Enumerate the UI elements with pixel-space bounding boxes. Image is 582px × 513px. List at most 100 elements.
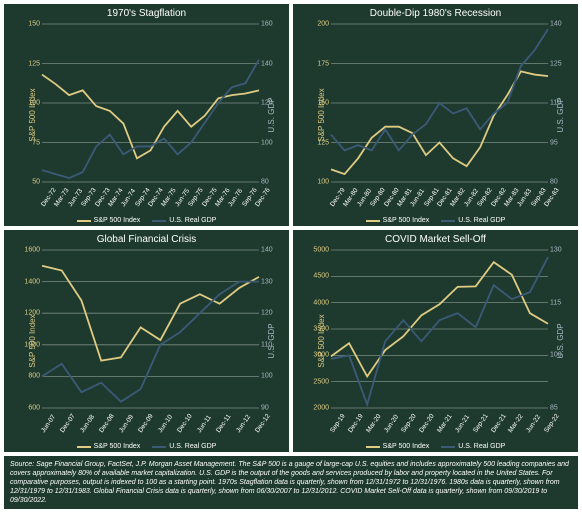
legend-item: U.S. Real GDP bbox=[441, 217, 505, 224]
y-axis-left-label: S&P 500 Index bbox=[317, 88, 326, 141]
ytick-left: 3500 bbox=[301, 326, 329, 333]
ytick-left: 5000 bbox=[301, 247, 329, 254]
series-gdp bbox=[42, 60, 259, 179]
series-gdp bbox=[42, 282, 259, 402]
legend-item: S&P 500 Index bbox=[77, 217, 141, 224]
ytick-left: 125 bbox=[301, 139, 329, 146]
legend-item: U.S. Real GDP bbox=[441, 443, 505, 450]
xtick: Dec-07 bbox=[59, 413, 77, 434]
ytick-left: 200 bbox=[301, 21, 329, 28]
legend-label: S&P 500 Index bbox=[383, 217, 430, 224]
charts-grid: 1970's StagflationS&P 500 IndexU.S. GDP5… bbox=[0, 0, 582, 456]
xtick: Jun-09 bbox=[118, 414, 135, 434]
chart-title: 1970's Stagflation bbox=[4, 4, 289, 21]
legend-swatch bbox=[441, 220, 455, 222]
ytick-left: 600 bbox=[12, 405, 40, 412]
legend-item: S&P 500 Index bbox=[366, 443, 430, 450]
ytick-right: 100 bbox=[550, 352, 576, 359]
chart-panel: Global Financial CrisisS&P 500 IndexU.S.… bbox=[4, 230, 289, 452]
y-axis-left-label: S&P 500 Index bbox=[317, 314, 326, 367]
plot-area bbox=[331, 24, 548, 182]
legend-label: S&P 500 Index bbox=[94, 217, 141, 224]
xtick: Mar-21 bbox=[436, 413, 454, 434]
ytick-right: 120 bbox=[261, 100, 287, 107]
xtick: Sep-22 bbox=[543, 413, 561, 434]
xtick: Jun-08 bbox=[79, 414, 96, 434]
chart-panel: COVID Market Sell-OffS&P 500 IndexU.S. G… bbox=[293, 230, 578, 452]
ytick-left: 50 bbox=[12, 179, 40, 186]
ytick-left: 75 bbox=[12, 139, 40, 146]
ytick-left: 4000 bbox=[301, 299, 329, 306]
xtick: Sep-21 bbox=[472, 413, 490, 434]
ytick-right: 80 bbox=[550, 179, 576, 186]
xtick: Jun-12 bbox=[235, 414, 252, 434]
y-axis-left-label: S&P 500 Index bbox=[28, 88, 37, 141]
ytick-right: 160 bbox=[261, 21, 287, 28]
ytick-left: 150 bbox=[301, 100, 329, 107]
ytick-left: 175 bbox=[301, 60, 329, 67]
ytick-right: 140 bbox=[261, 60, 287, 67]
ytick-left: 2000 bbox=[301, 405, 329, 412]
legend-label: S&P 500 Index bbox=[94, 443, 141, 450]
ytick-left: 1200 bbox=[12, 310, 40, 317]
xtick: Dec-12 bbox=[254, 413, 272, 434]
xtick: Jun-21 bbox=[454, 414, 471, 434]
xtick: Mar-20 bbox=[365, 413, 383, 434]
xtick: Jun-11 bbox=[196, 414, 213, 434]
ytick-right: 110 bbox=[550, 100, 576, 107]
chart-panel: 1970's StagflationS&P 500 IndexU.S. GDP5… bbox=[4, 4, 289, 226]
legend-swatch bbox=[152, 446, 166, 448]
legend: S&P 500 IndexU.S. Real GDP bbox=[4, 443, 289, 452]
ytick-right: 85 bbox=[550, 405, 576, 412]
ytick-left: 1400 bbox=[12, 278, 40, 285]
series-gdp bbox=[331, 29, 548, 150]
xtick: Dec-19 bbox=[347, 413, 365, 434]
legend-item: S&P 500 Index bbox=[366, 217, 430, 224]
ytick-right: 130 bbox=[550, 247, 576, 254]
xtick: Jun-07 bbox=[40, 414, 57, 434]
legend-label: U.S. Real GDP bbox=[458, 443, 505, 450]
legend-swatch bbox=[77, 220, 91, 222]
xtick: Mar-22 bbox=[507, 413, 525, 434]
legend-swatch bbox=[441, 446, 455, 448]
ytick-right: 120 bbox=[261, 310, 287, 317]
legend: S&P 500 Index U.S. Real GDP bbox=[293, 217, 578, 226]
legend-swatch bbox=[152, 220, 166, 222]
ytick-left: 1600 bbox=[12, 247, 40, 254]
ytick-left: 100 bbox=[301, 179, 329, 186]
xtick: Jun-22 bbox=[525, 414, 542, 434]
ytick-right: 95 bbox=[550, 139, 576, 146]
xtick: Dec-21 bbox=[490, 413, 508, 434]
plot-area bbox=[42, 24, 259, 182]
chart-title: COVID Market Sell-Off bbox=[293, 230, 578, 247]
plot-area bbox=[331, 250, 548, 408]
ytick-right: 100 bbox=[261, 373, 287, 380]
xtick: Sep-19 bbox=[329, 413, 347, 434]
chart-panel: Double-Dip 1980's Recession S&P 500 Index… bbox=[293, 4, 578, 226]
xtick: Dec-20 bbox=[418, 413, 436, 434]
ytick-left: 2500 bbox=[301, 378, 329, 385]
legend-label: U.S. Real GDP bbox=[458, 217, 505, 224]
legend-swatch bbox=[366, 446, 380, 448]
series-gdp bbox=[331, 257, 548, 404]
ytick-right: 130 bbox=[261, 278, 287, 285]
ytick-left: 1000 bbox=[12, 341, 40, 348]
legend-item: S&P 500 Index bbox=[77, 443, 141, 450]
series-sp500 bbox=[331, 71, 548, 174]
legend: S&P 500 Index U.S. Real GDP bbox=[293, 443, 578, 452]
chart-title: Double-Dip 1980's Recession bbox=[293, 4, 578, 21]
ytick-left: 150 bbox=[12, 21, 40, 28]
legend-item: U.S. Real GDP bbox=[152, 217, 216, 224]
ytick-right: 140 bbox=[261, 247, 287, 254]
xtick: Jun-10 bbox=[157, 414, 174, 434]
ytick-left: 125 bbox=[12, 60, 40, 67]
legend-label: U.S. Real GDP bbox=[169, 217, 216, 224]
ytick-left: 4500 bbox=[301, 273, 329, 280]
xtick: Jun-20 bbox=[383, 414, 400, 434]
xtick: Dec-08 bbox=[98, 413, 116, 434]
ytick-right: 100 bbox=[261, 139, 287, 146]
ytick-left: 3000 bbox=[301, 352, 329, 359]
source-note: Source: Sage Financial Group, FactSet, J… bbox=[4, 456, 578, 509]
legend-label: S&P 500 Index bbox=[383, 443, 430, 450]
ytick-right: 110 bbox=[261, 341, 287, 348]
